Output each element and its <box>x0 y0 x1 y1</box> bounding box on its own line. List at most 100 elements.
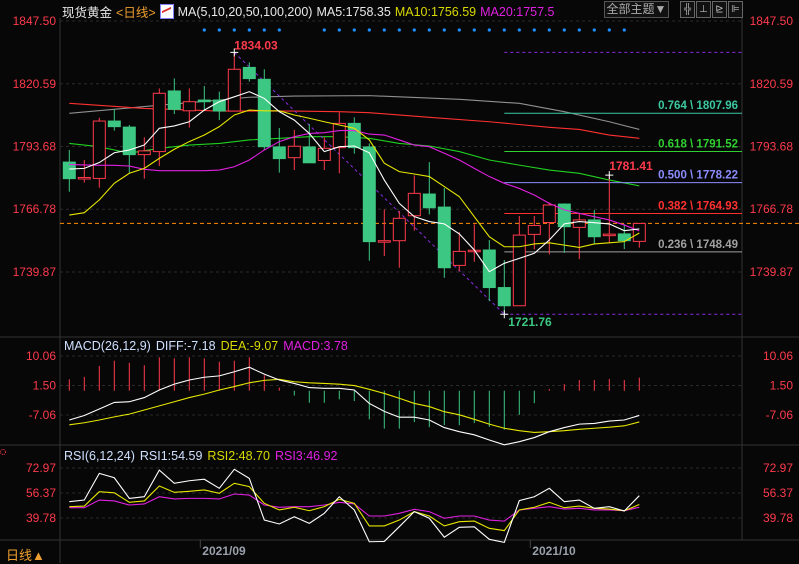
candle-down <box>197 99 211 103</box>
signal-dot <box>472 28 476 32</box>
price-axis-left-label: 1739.87 <box>13 265 57 279</box>
rsi2-line <box>69 482 640 532</box>
price-axis-left-label: 1847.50 <box>13 14 57 28</box>
macd-macd-value: MACD:3.78 <box>283 339 348 353</box>
fib-level-label: 0.618 \ 1791.52 <box>658 139 738 151</box>
macd-axis-left-label: 1.50 <box>33 379 57 393</box>
signal-dot <box>202 28 206 32</box>
candle-down <box>422 193 436 209</box>
signal-dot <box>277 28 281 32</box>
low-price-label: 1721.76 <box>508 315 552 329</box>
candle-up <box>602 233 616 237</box>
signal-dot <box>592 28 596 32</box>
signal-dot <box>547 28 551 32</box>
signal-dot <box>382 28 386 32</box>
high-price-label: 1834.03 <box>234 38 278 52</box>
zoom-in-icon[interactable]: ⊥ <box>696 1 711 18</box>
rsi3-value: RSI3:46.92 <box>274 449 338 463</box>
candle-down <box>362 146 376 243</box>
rsi2-value: RSI2:48.70 <box>207 449 270 463</box>
candle-up <box>152 92 166 153</box>
signal-dot <box>427 28 431 32</box>
macd-header: MACD(26,12,9) DIFF:-7.18 DEA:-9.07 MACD:… <box>64 339 348 353</box>
macd-title: MACD(26,12,9) <box>64 339 151 353</box>
candle-up <box>317 147 331 161</box>
signal-dot <box>502 28 506 32</box>
fib-level-label: 0.764 \ 1807.96 <box>658 100 738 112</box>
ma5-value: MA5:1758.35 <box>316 4 391 19</box>
time-axis-label: 2021/10 <box>532 544 576 558</box>
rsi1-value: RSI1:54.59 <box>139 449 203 463</box>
recent-high-label: 1781.41 <box>609 159 653 173</box>
candle-up <box>182 101 196 112</box>
period-selector[interactable]: <日线> <box>116 6 156 20</box>
rsi-title: RSI(6,12,24) <box>64 449 135 463</box>
theme-dropdown-button[interactable]: 全部主题▼ <box>604 1 669 18</box>
candle-up <box>77 176 91 180</box>
rsi-axis-left-label: 39.78 <box>26 511 56 525</box>
candle-up <box>632 222 646 242</box>
ma20-line <box>69 130 640 232</box>
candle-up <box>332 122 346 149</box>
price-axis-right-label: 1739.87 <box>750 265 794 279</box>
rsi-settings-icon <box>0 449 6 455</box>
signal-dot <box>232 28 236 32</box>
exit-icon[interactable]: ⊫ <box>728 1 743 18</box>
signal-dot <box>607 28 611 32</box>
candle-down <box>107 120 121 128</box>
signal-dot <box>337 28 341 32</box>
time-axis-label: 2021/09 <box>202 544 246 558</box>
ma10-value: MA10:1756.59 <box>394 4 477 19</box>
rsi-axis-left-label: 56.37 <box>26 486 56 500</box>
signal-dot <box>457 28 461 32</box>
price-axis-left-label: 1820.59 <box>13 77 57 91</box>
macd-axis-right-label: 1.50 <box>770 379 794 393</box>
signal-dot <box>367 28 371 32</box>
signal-dot <box>262 28 266 32</box>
candle-up <box>452 250 466 266</box>
signal-dot <box>532 28 536 32</box>
price-axis-right-label: 1793.68 <box>750 140 794 154</box>
signal-dot <box>322 28 326 32</box>
candle-up <box>527 225 541 235</box>
signal-dot <box>517 28 521 32</box>
candle-up <box>572 219 586 228</box>
signal-dot <box>487 28 491 32</box>
timeframe-selector[interactable]: 日线▲ <box>6 545 45 564</box>
fib-level-label: 0.382 \ 1764.93 <box>658 201 738 213</box>
price-axis-right-label: 1766.78 <box>750 202 794 216</box>
candle-down <box>347 122 361 149</box>
signal-dot <box>577 28 581 32</box>
signal-dot <box>397 28 401 32</box>
candle-down <box>437 206 451 269</box>
extreme-marker-icon <box>230 48 239 57</box>
signal-dot <box>622 28 626 32</box>
rsi-axis-right-label: 56.37 <box>763 486 793 500</box>
signal-dot <box>352 28 356 32</box>
grid-icon[interactable]: ╬ <box>680 1 695 18</box>
candle-down <box>272 146 286 160</box>
fib-level-label: 0.236 \ 1748.49 <box>658 239 738 251</box>
zoom-out-icon[interactable]: ⊵ <box>712 1 727 18</box>
candle-down <box>242 66 256 80</box>
macd-dea-value: DEA:-9.07 <box>220 339 279 353</box>
fib-level-label: 0.500 \ 1778.22 <box>658 170 738 182</box>
header-bar <box>0 0 799 18</box>
signal-dot <box>247 28 251 32</box>
candle-up <box>287 145 301 159</box>
signal-dot <box>442 28 446 32</box>
candle-up <box>512 234 526 307</box>
candle-up <box>227 68 241 112</box>
candle-up <box>377 240 391 243</box>
extreme-marker-icon <box>500 310 509 319</box>
ma100-line <box>69 102 640 139</box>
rsi1-line <box>69 468 640 543</box>
signal-dot <box>217 28 221 32</box>
ma20-value: MA20:1757.5 <box>480 4 555 19</box>
ma10-line <box>69 109 640 249</box>
indicator-chart-icon[interactable] <box>159 4 174 19</box>
macd-axis-left-label: 10.06 <box>26 349 56 363</box>
macd-diff-value: DIFF:-7.18 <box>155 339 216 353</box>
